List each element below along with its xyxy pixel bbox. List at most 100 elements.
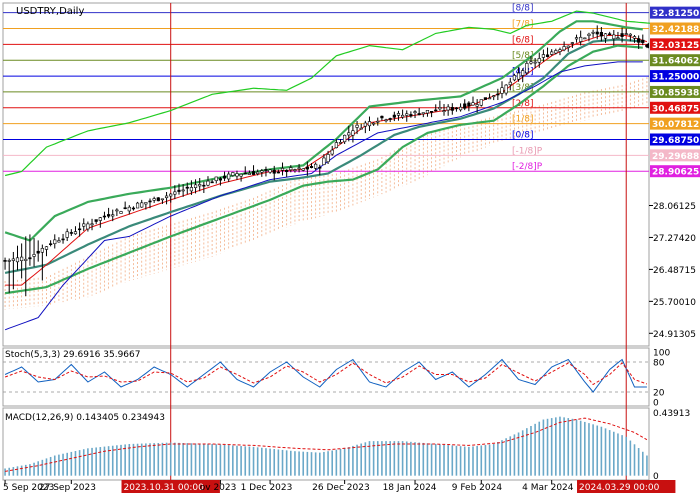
price-bar-body <box>442 110 446 112</box>
stoch-label: Stoch(5,3,3) 29.6916 35.9667 <box>5 350 140 360</box>
price-bar-body <box>193 184 198 189</box>
price-bar-body <box>599 32 603 37</box>
x-label-2: 2023.10.31 00:00 <box>124 483 205 493</box>
band-lower-line <box>4 44 643 295</box>
main-tick-label-1: 27.27420 <box>653 234 696 244</box>
price-bar-body <box>566 45 570 48</box>
price-bar-body <box>102 215 107 218</box>
price-bar-body <box>583 37 587 40</box>
price-bar-body <box>309 166 314 168</box>
indicator-lines <box>4 10 652 331</box>
price-box-label-4: 31.25000 <box>652 73 699 83</box>
grid-layer <box>2 2 650 481</box>
band-upper-line <box>4 20 643 242</box>
price-bar-body <box>272 169 276 174</box>
price-bar-body <box>322 157 326 166</box>
price-bar-body <box>61 238 65 241</box>
price-bar-body <box>429 111 434 113</box>
price-bar-body <box>380 115 384 119</box>
price-box-1 <box>650 22 700 35</box>
price-bar-body <box>177 189 181 192</box>
murrey-tag-8: [0/8] <box>512 130 534 140</box>
murrey-tag-5: [3/8] <box>512 83 534 93</box>
price-bar-body <box>409 114 413 117</box>
price-bar-body <box>417 113 421 116</box>
price-bar-body <box>164 195 169 199</box>
price-box-label-2: 32.03125 <box>652 41 699 51</box>
price-box-label-7: 30.07812 <box>652 120 699 130</box>
price-bar-body <box>545 54 550 57</box>
price-bar-body <box>603 33 608 39</box>
price-bar-body <box>98 217 102 221</box>
price-bar-body <box>475 104 479 107</box>
price-bar-body <box>301 168 305 171</box>
price-bar-body <box>115 209 119 212</box>
main-tick-label-0: 28.06125 <box>653 202 696 212</box>
macd-label: MACD(12,26,9) 0.143405 0.234943 <box>5 413 165 423</box>
price-bar-body <box>612 34 616 40</box>
murrey-tag-0: [8/8] <box>512 4 534 14</box>
price-bar-body <box>529 61 533 64</box>
price-box-label-1: 32.42188 <box>652 25 699 35</box>
price-bar-body <box>562 46 566 51</box>
price-bar-body <box>78 228 82 231</box>
x-label-7: 9 Feb 2024 <box>452 483 503 493</box>
price-box-0 <box>650 6 700 19</box>
price-bar-body <box>235 173 239 177</box>
price-bar-body <box>363 122 367 127</box>
price-bar-body <box>496 93 500 96</box>
price-bar-body <box>90 223 94 226</box>
price-bar-body <box>243 172 247 175</box>
price-bar-body <box>227 173 231 180</box>
price-bar-body <box>641 39 645 43</box>
x-label-3: ov 2023 <box>200 483 237 493</box>
price-bar-body <box>421 112 425 115</box>
price-bar-body <box>140 202 144 208</box>
price-bar-body <box>574 37 579 40</box>
price-bar-body <box>392 114 396 118</box>
axes: 32.81250 32.42188 32.03125 31.64062 31.25000… <box>3 6 700 493</box>
price-bar-body <box>637 38 641 43</box>
price-box-5 <box>650 85 700 98</box>
price-box-label-9: 29.29688 <box>652 152 699 162</box>
price-bar-body <box>202 184 206 187</box>
price-bar-body <box>454 107 459 110</box>
price-bar-body <box>57 240 61 243</box>
price-bar-body <box>218 178 223 181</box>
price-bar-body <box>550 51 554 55</box>
price-bar-body <box>467 102 471 107</box>
price-bar-body <box>214 176 218 182</box>
price-bar-body <box>425 110 430 114</box>
price-bar-body <box>53 239 57 245</box>
price-bar-body <box>280 168 285 171</box>
price-bar-body <box>285 169 289 173</box>
labels: USDTRY,Daily Stoch(5,3,3) 29.6916 35.966… <box>5 6 165 423</box>
murrey-tag-2: [6/8] <box>512 35 534 45</box>
price-bar-body <box>483 97 488 100</box>
band-middle-line <box>4 38 643 274</box>
x-label-6: 18 Jan 2024 <box>383 483 437 493</box>
stoch-tick-label-1: 80 <box>653 359 665 369</box>
price-bar-body <box>160 198 165 201</box>
macd-panel-frame <box>2 407 650 481</box>
price-bar-body <box>49 243 53 245</box>
price-box-label-6: 30.46875 <box>652 104 699 114</box>
price-bar-body <box>73 231 78 235</box>
price-bar-body <box>256 171 260 175</box>
price-box-label-3: 31.64062 <box>652 57 699 67</box>
price-bar-body <box>276 171 280 174</box>
price-bar-body <box>123 207 127 210</box>
price-bar-body <box>111 214 115 217</box>
price-bar-body <box>479 99 483 106</box>
stoch-signal-line <box>4 362 648 386</box>
price-bar-body <box>15 257 20 263</box>
price-box-7 <box>650 117 700 130</box>
green-line-line <box>4 10 652 177</box>
current-price-marker <box>645 42 649 49</box>
price-box-label-0: 32.81250 <box>652 9 699 19</box>
price-box-10 <box>650 165 700 178</box>
x-label-box-2 <box>121 480 220 493</box>
price-box-3 <box>650 54 700 67</box>
price-bar-body <box>127 206 131 212</box>
price-bar-body <box>384 119 388 122</box>
